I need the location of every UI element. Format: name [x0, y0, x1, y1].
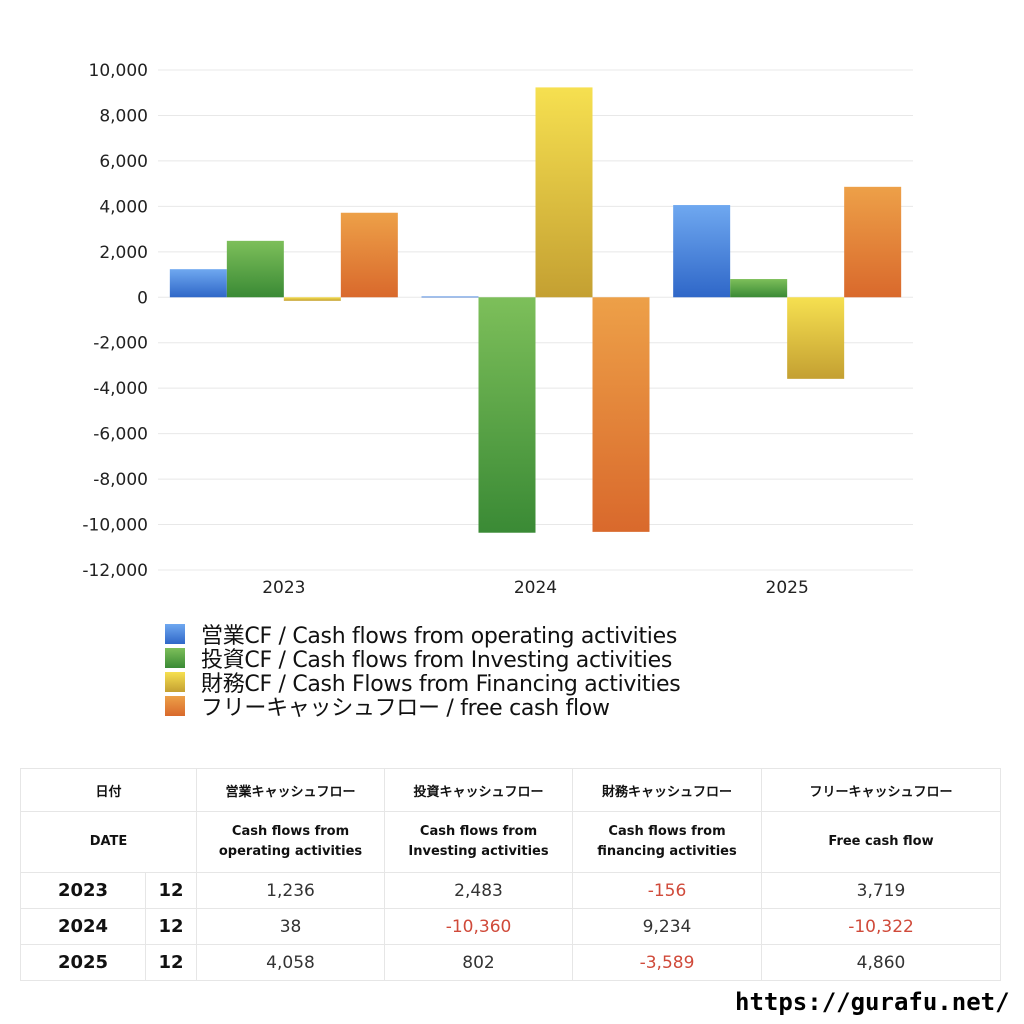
row-year: 2024 [20, 908, 146, 945]
table-row: 2023 12 1,236 2,483 -156 3,719 [20, 872, 1002, 909]
bar-2025-series-2 [787, 297, 845, 379]
legend-swatch [165, 648, 185, 668]
legend-label: 投資CF / Cash flows from Investing activit… [201, 648, 672, 673]
row-free: 3,719 [761, 872, 1002, 909]
row-investing: 2,483 [384, 872, 574, 909]
y-tick-label: 4,000 [99, 197, 148, 217]
header-investing-en-line1: Cash flows from [419, 824, 538, 839]
row-investing: 802 [384, 944, 574, 981]
row-free: -10,322 [761, 908, 1002, 945]
y-tick-label: -12,000 [82, 561, 148, 581]
header-financing-en-line2: financing activities [597, 844, 737, 859]
row-operating: 4,058 [196, 944, 386, 981]
legend-item: フリーキャッシュフロー / free cash flow [165, 694, 680, 721]
bar-2023-series-3 [340, 212, 398, 298]
header-financing-en-line1: Cash flows from [608, 824, 726, 839]
row-month: 12 [144, 872, 198, 909]
row-year: 2023 [20, 872, 146, 909]
bar-2023-series-2 [283, 297, 341, 301]
y-tick-label: 6,000 [99, 152, 148, 172]
bar-2024-series-1 [478, 297, 536, 533]
header-operating-en: Cash flows from operating activities [196, 811, 386, 873]
header-financing-en: Cash flows from financing activities [572, 811, 763, 873]
cash-flow-table: 日付 営業キャッシュフロー 投資キャッシュフロー 財務キャッシュフロー フリーキ… [19, 768, 1002, 981]
row-operating: 38 [196, 908, 386, 945]
table-row: 2025 12 4,058 802 -3,589 4,860 [20, 944, 1002, 981]
legend-item: 営業CF / Cash flows from operating activit… [165, 622, 680, 649]
table-header-jp: 日付 営業キャッシュフロー 投資キャッシュフロー 財務キャッシュフロー フリーキ… [19, 768, 1002, 812]
bar-2024-series-2 [535, 87, 593, 298]
legend-label: 営業CF / Cash flows from operating activit… [201, 624, 678, 649]
x-axis-ticks: 2023 2024 2025 [262, 578, 809, 598]
table-header-en: DATE Cash flows from operating activities… [19, 811, 1002, 873]
legend-swatch [165, 624, 185, 644]
y-tick-label: -10,000 [82, 516, 148, 536]
y-tick-label: -6,000 [93, 425, 148, 445]
y-tick-label: -4,000 [93, 379, 148, 399]
header-free-en: Free cash flow [761, 811, 1002, 873]
legend-item: 財務CF / Cash Flows from Financing activit… [165, 670, 681, 697]
bar-2025-series-0 [673, 205, 731, 298]
row-financing: -156 [572, 872, 763, 909]
x-tick-label: 2024 [514, 578, 557, 598]
row-financing: -3,589 [572, 944, 763, 981]
bar-2024-series-3 [592, 297, 650, 532]
legend-label: フリーキャッシュフロー / free cash flow [201, 696, 610, 721]
row-operating: 1,236 [196, 872, 386, 909]
header-financing-jp: 財務キャッシュフロー [572, 768, 763, 812]
header-investing-en-line2: Investing activities [408, 844, 549, 859]
bar-2025-series-1 [730, 279, 788, 298]
header-operating-en-line1: Cash flows from [231, 824, 350, 839]
legend-item: 投資CF / Cash flows from Investing activit… [165, 646, 680, 673]
header-date-jp: 日付 [19, 768, 198, 812]
cash-flow-bar-chart: 10,000 8,000 6,000 4,000 2,000 0 -2,000 -4,000 -… [82, 61, 913, 598]
bar-2024-series-0 [421, 296, 479, 298]
header-investing-en: Cash flows from Investing activities [384, 811, 574, 873]
legend-label: 財務CF / Cash Flows from Financing activit… [201, 672, 681, 697]
y-tick-label: 0 [137, 288, 148, 308]
y-axis-ticks: 10,000 8,000 6,000 4,000 2,000 0 -2,000 -4,000 -… [82, 61, 148, 581]
legend-swatch [165, 696, 185, 716]
row-year: 2025 [20, 944, 146, 981]
source-url[interactable]: https://gurafu.net/ [735, 988, 1010, 1016]
legend: 営業CF / Cash flows from operating activit… [165, 622, 681, 721]
legend-swatch [165, 672, 185, 692]
header-operating-jp: 営業キャッシュフロー [196, 768, 386, 812]
bar-2023-series-0 [169, 269, 227, 298]
bar-2025-series-3 [844, 186, 902, 298]
row-investing: -10,360 [384, 908, 574, 945]
bars [169, 87, 902, 533]
header-operating-en-line2: operating activities [218, 844, 363, 859]
header-date-en: DATE [19, 811, 198, 873]
row-financing: 9,234 [572, 908, 763, 945]
y-tick-label: 10,000 [89, 61, 148, 81]
header-investing-jp: 投資キャッシュフロー [384, 768, 574, 812]
y-tick-label: -8,000 [93, 470, 148, 490]
x-tick-label: 2025 [766, 578, 809, 598]
row-month: 12 [144, 944, 198, 981]
header-free-jp: フリーキャッシュフロー [761, 768, 1002, 812]
bar-2023-series-1 [226, 240, 284, 298]
y-tick-label: -2,000 [93, 334, 148, 354]
row-month: 12 [144, 908, 198, 945]
table-row: 2024 12 38 -10,360 9,234 -10,322 [20, 908, 1002, 945]
y-tick-label: 2,000 [99, 243, 148, 263]
x-tick-label: 2023 [262, 578, 305, 598]
row-free: 4,860 [761, 944, 1002, 981]
y-tick-label: 8,000 [99, 106, 148, 126]
